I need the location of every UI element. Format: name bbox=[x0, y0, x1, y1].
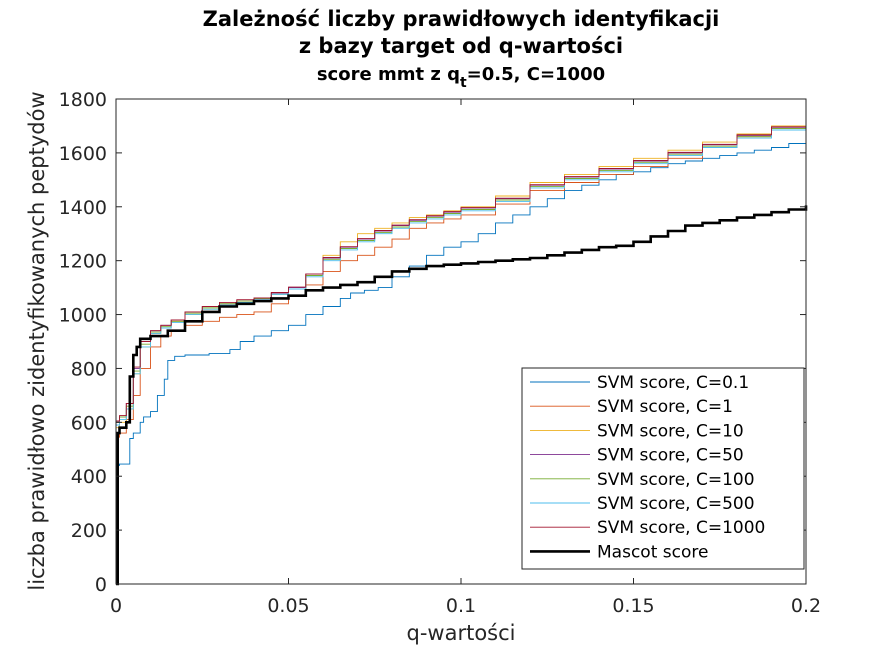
legend-label-4: SVM score, C=100 bbox=[597, 470, 755, 490]
legend-label-7: Mascot score bbox=[597, 542, 708, 562]
y-tick-label: 1800 bbox=[59, 89, 107, 111]
chart-title: Zależność liczby prawidłowych identyfika… bbox=[203, 7, 720, 31]
y-tick-label: 1000 bbox=[59, 305, 107, 327]
subtitle-prefix: score mmt z q bbox=[317, 64, 460, 85]
x-tick-label: 0.15 bbox=[612, 595, 654, 617]
series-line-7 bbox=[116, 205, 808, 586]
subtitle-subscript: t bbox=[460, 75, 467, 91]
series-line-6 bbox=[116, 116, 807, 422]
x-axis-label: q-wartości bbox=[407, 621, 516, 645]
y-tick-label: 1600 bbox=[59, 143, 107, 165]
y-tick-label: 800 bbox=[71, 358, 107, 380]
x-tick-label: 0.2 bbox=[791, 595, 821, 617]
legend-label-3: SVM score, C=50 bbox=[597, 446, 744, 466]
legend-label-1: SVM score, C=1 bbox=[597, 397, 733, 417]
y-tick-label: 0 bbox=[95, 574, 107, 596]
subtitle-suffix: =0.5, C=1000 bbox=[467, 64, 605, 85]
y-tick-label: 1400 bbox=[59, 197, 107, 219]
chart-title-line2: z bazy target od q-wartości bbox=[299, 34, 623, 58]
legend-label-5: SVM score, C=500 bbox=[597, 494, 755, 514]
legend-label-0: SVM score, C=0.1 bbox=[597, 373, 749, 393]
x-tick-label: 0.05 bbox=[267, 595, 309, 617]
y-tick-label: 600 bbox=[71, 412, 107, 434]
legend-label-6: SVM score, C=1000 bbox=[597, 518, 765, 538]
y-tick-label: 1200 bbox=[59, 251, 107, 273]
y-tick-label: 200 bbox=[71, 520, 107, 542]
legend: SVM score, C=0.1 SVM score, C=1 SVM score,… bbox=[521, 367, 805, 570]
legend-box bbox=[521, 367, 805, 570]
legend-items: SVM score, C=0.1 SVM score, C=1 SVM score,… bbox=[530, 373, 765, 562]
x-tick-label: 0.1 bbox=[446, 595, 476, 617]
ticks-group: 0 0.05 0.1 0.15 0.2 0 200 400 600 800 1000 1200 1400… bbox=[59, 89, 821, 617]
y-tick-label: 400 bbox=[71, 466, 107, 488]
y-axis-label: liczba prawidłowo zidentyfikowanych pept… bbox=[25, 91, 49, 590]
chart-subtitle: score mmt z qt=0.5, C=1000 bbox=[317, 64, 605, 91]
series-group bbox=[116, 116, 808, 586]
legend-label-2: SVM score, C=10 bbox=[597, 421, 744, 441]
x-tick-label: 0 bbox=[110, 595, 122, 617]
